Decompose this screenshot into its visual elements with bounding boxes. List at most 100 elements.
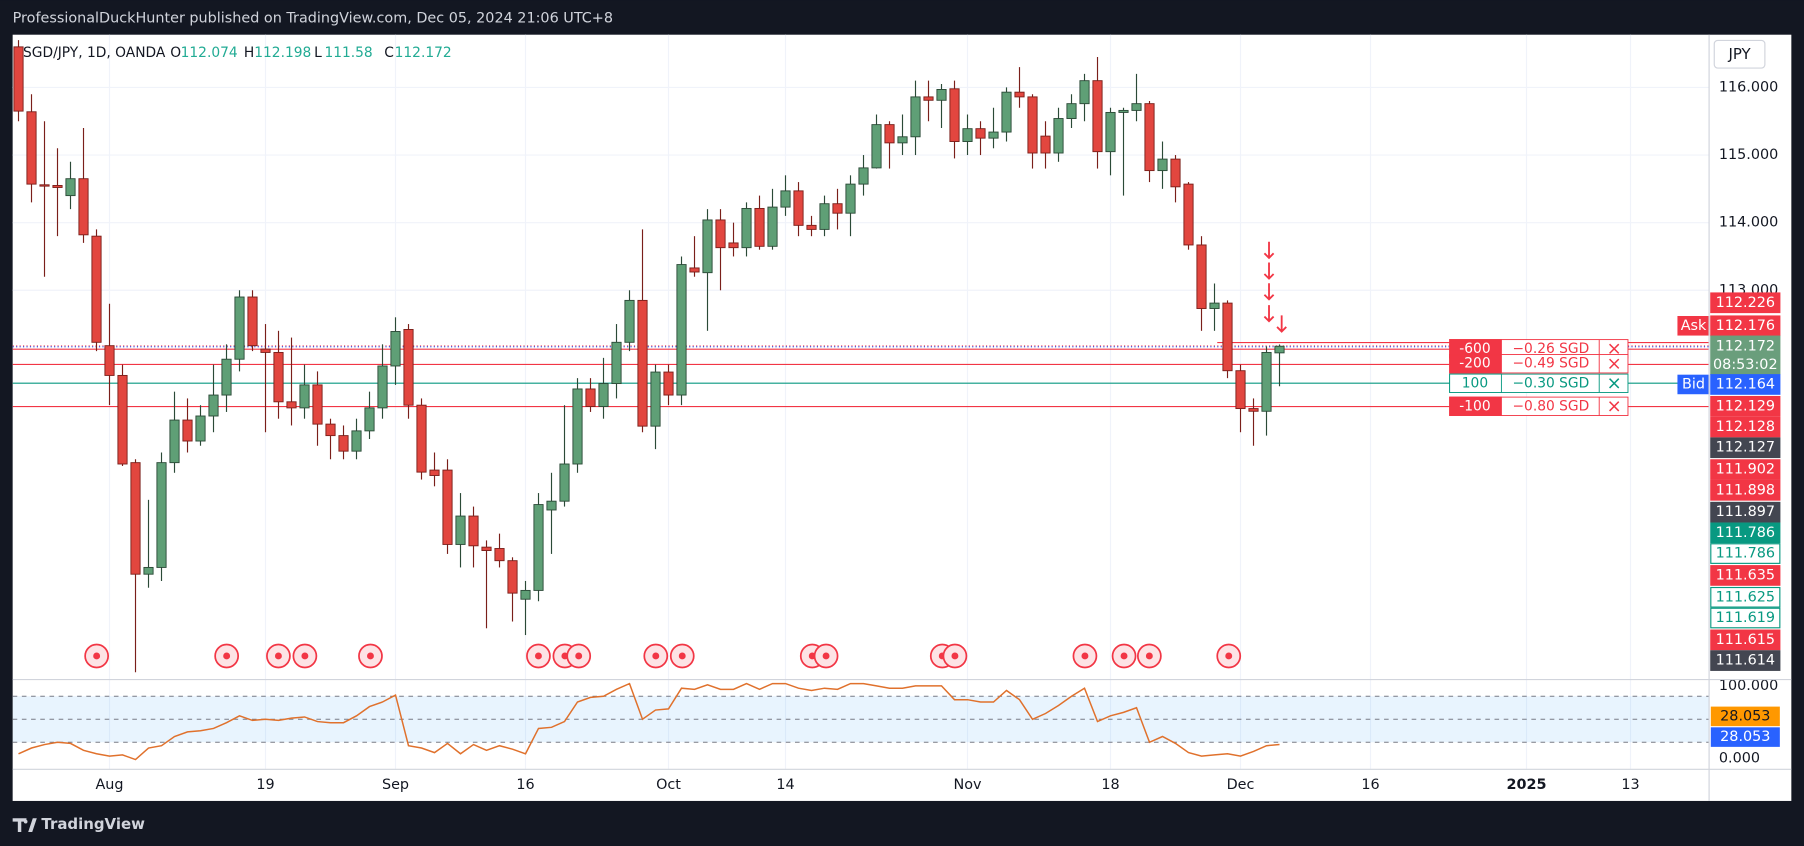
candle-body — [975, 128, 986, 139]
candle-body — [507, 560, 518, 594]
currency[interactable]: JPY — [1727, 45, 1751, 63]
grid — [12, 34, 1709, 769]
order-qty-cell — [1449, 396, 1502, 416]
candle-body — [429, 469, 440, 476]
ohlc-value: 112.172 — [395, 45, 452, 61]
event-marker-dot — [652, 652, 660, 660]
price-label: 111.786 — [1716, 546, 1775, 562]
candle-body — [962, 128, 973, 142]
y-tick-label: 115.000 — [1719, 147, 1778, 163]
order-pnl: −0.30 SGD — [1513, 375, 1590, 391]
candle-body — [442, 469, 453, 545]
candle-body — [65, 178, 76, 197]
candle-body — [858, 167, 869, 185]
candle-body — [1131, 103, 1142, 111]
candle-body — [624, 299, 635, 343]
candle-body — [351, 430, 362, 452]
x-tick-label: 2025 — [1506, 777, 1546, 793]
candle-body — [533, 504, 544, 591]
x-tick-label: 13 — [1621, 777, 1639, 793]
candle-body — [689, 267, 700, 273]
order-close[interactable] — [1609, 378, 1620, 389]
order-close[interactable] — [1609, 401, 1620, 412]
price-label: 111.897 — [1716, 504, 1775, 520]
candle-body — [325, 423, 336, 437]
candle-body — [663, 371, 674, 396]
price-label: 112.164 — [1716, 376, 1775, 392]
candle-body — [468, 515, 479, 547]
y-tick-label: 114.000 — [1719, 215, 1778, 231]
x-tick-label: 19 — [256, 777, 274, 793]
signal-arrow — [1263, 262, 1275, 280]
candle-body — [845, 183, 856, 214]
event-marker-dot — [223, 652, 231, 660]
y-tick-label: 116.000 — [1719, 79, 1778, 95]
order-pnl: −0.26 SGD — [1513, 341, 1590, 357]
price-label: 111.902 — [1716, 462, 1775, 478]
candle-body — [52, 185, 63, 188]
ohlc-letter: C — [384, 45, 394, 61]
candle-body — [1170, 158, 1181, 188]
event-marker-dot — [575, 652, 583, 660]
candle-body — [1027, 96, 1038, 154]
x-tick-label: Sep — [382, 777, 409, 793]
event-marker-dot — [367, 652, 374, 660]
candle-body — [598, 383, 609, 407]
event-marker-dot — [1081, 652, 1089, 660]
candle-body — [1053, 118, 1064, 154]
candle-body — [221, 358, 232, 396]
candle-body — [728, 242, 739, 249]
candle-body — [91, 235, 102, 343]
order-qty: -100 — [1459, 398, 1490, 414]
price-label-box — [1710, 479, 1781, 501]
price-label: 111.898 — [1716, 482, 1775, 498]
candle-body — [195, 415, 206, 442]
price-label-box — [1710, 501, 1781, 523]
candle-body — [702, 219, 713, 274]
price-label: 112.172 — [1716, 338, 1775, 354]
price-label: 112.176 — [1716, 318, 1775, 334]
price-label-box — [1710, 629, 1781, 651]
candle-body — [585, 388, 596, 407]
indicator-ma-label-box — [1710, 706, 1780, 727]
price-label: 111.625 — [1716, 589, 1775, 605]
order-close[interactable] — [1609, 358, 1620, 369]
price-label-box — [1710, 543, 1781, 564]
candle-body — [416, 404, 427, 473]
price-label-box — [1710, 607, 1781, 629]
ohlc-letter: H — [244, 45, 254, 61]
price-label: 112.127 — [1716, 440, 1775, 456]
currency-button[interactable] — [1713, 39, 1766, 69]
candle-body — [884, 124, 895, 144]
candle-body — [1196, 244, 1207, 309]
candle-body — [156, 462, 167, 568]
candle-body — [897, 136, 908, 144]
candle-body — [455, 515, 466, 545]
candle-body — [1261, 351, 1272, 412]
price-label: 111.786 — [1716, 525, 1775, 541]
candle-body — [1001, 91, 1012, 133]
ohlc-letter: O — [170, 45, 181, 61]
candle-body — [39, 184, 50, 187]
candle-body — [481, 546, 492, 551]
candle-body — [819, 203, 830, 230]
candle-body — [936, 89, 947, 101]
candle-body — [26, 111, 37, 185]
indicator-line — [18, 682, 1280, 761]
candle-body — [572, 388, 583, 465]
price-label-box — [1710, 437, 1781, 459]
price-label-box — [1710, 522, 1781, 544]
layers: Aug 19 Sep 16 Oct 14 Nov 18 Dec 16 2025 13 116.000 11… — [12, 40, 1781, 793]
x-tick-label: 18 — [1101, 777, 1119, 793]
price-label-box — [1710, 335, 1781, 375]
order-close[interactable] — [1609, 343, 1620, 354]
indicator-tick-label: 0.000 — [1719, 750, 1760, 766]
price-label: 111.615 — [1716, 632, 1775, 648]
candle-body — [130, 462, 141, 575]
candle-body — [988, 131, 999, 139]
candle-body — [910, 96, 921, 138]
price-label: 112.128 — [1716, 419, 1775, 435]
signal-arrow — [1276, 315, 1287, 333]
indicator-label-box — [1710, 727, 1780, 747]
